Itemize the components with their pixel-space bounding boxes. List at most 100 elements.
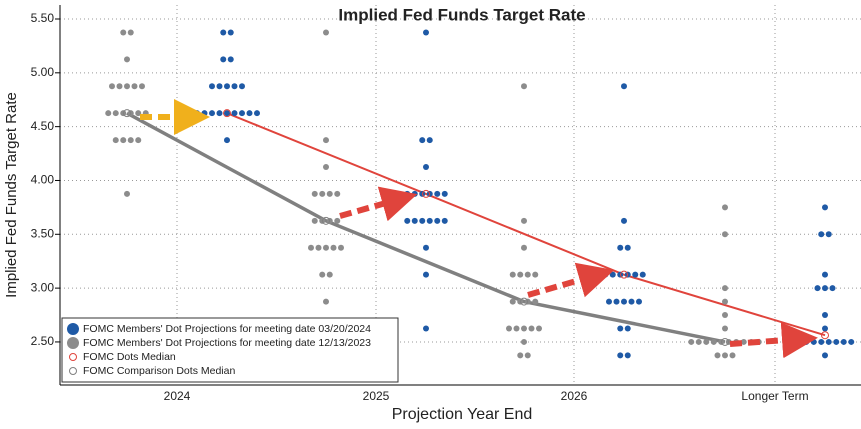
dot — [636, 298, 642, 305]
dot — [216, 110, 223, 117]
dot — [423, 29, 429, 36]
dot — [517, 352, 524, 359]
dot — [194, 110, 200, 117]
legend: FOMC Members' Dot Projections for meetin… — [61, 317, 399, 383]
dot — [120, 29, 127, 36]
median-marker — [223, 109, 231, 118]
dot — [521, 338, 527, 345]
legend-marker — [67, 337, 79, 349]
dot — [722, 325, 728, 332]
dot — [124, 56, 130, 63]
dot — [602, 271, 609, 278]
y-tick-label: 2.50 — [31, 334, 55, 348]
dot — [127, 137, 134, 144]
dot — [112, 137, 119, 144]
dot — [441, 217, 448, 224]
x-tick-label: 2025 — [363, 389, 390, 403]
dot — [829, 285, 836, 292]
dot — [532, 298, 539, 305]
dot — [803, 338, 810, 345]
dot — [840, 338, 847, 345]
dot — [330, 244, 337, 251]
dot — [326, 190, 333, 197]
dot — [224, 83, 230, 90]
dot — [319, 271, 326, 278]
dot — [120, 137, 127, 144]
dot — [825, 338, 832, 345]
dot — [426, 137, 433, 144]
chart-title: Implied Fed Funds Target Rate — [338, 5, 585, 24]
x-axis-title: Projection Year End — [392, 406, 533, 423]
arrow — [729, 322, 818, 359]
dot — [124, 190, 130, 197]
median-marker — [520, 297, 528, 306]
dot — [105, 110, 112, 117]
dot — [822, 271, 828, 278]
dot — [209, 83, 215, 90]
dot — [315, 244, 322, 251]
dot — [703, 338, 710, 345]
dot — [521, 325, 527, 332]
dot — [426, 217, 433, 224]
dot — [224, 110, 230, 117]
dot — [722, 285, 728, 292]
dot — [209, 110, 215, 117]
dot — [127, 29, 134, 36]
dot — [624, 244, 631, 251]
dot — [135, 137, 142, 144]
dot — [722, 352, 728, 359]
dot — [833, 338, 840, 345]
dot — [818, 338, 825, 345]
dot — [795, 338, 802, 345]
dot — [239, 83, 245, 90]
dot — [441, 190, 448, 197]
dot — [509, 298, 516, 305]
dot — [722, 231, 728, 238]
y-axis-title: Implied Fed Funds Target Rate — [3, 92, 20, 298]
dot — [524, 271, 531, 278]
dot — [124, 83, 130, 90]
dot — [617, 352, 624, 359]
dot — [116, 83, 123, 90]
dot — [220, 56, 227, 63]
arrow — [339, 186, 418, 222]
legend-label: FOMC Dots Median — [83, 351, 176, 363]
dot — [411, 217, 418, 224]
dot — [632, 271, 639, 278]
dot — [246, 110, 253, 117]
dot — [532, 271, 539, 278]
dot — [822, 352, 828, 359]
median-marker — [422, 189, 430, 198]
dot — [740, 338, 747, 345]
dot — [135, 110, 142, 117]
y-tick-label: 3.00 — [31, 280, 55, 294]
dot — [818, 231, 825, 238]
dot — [810, 338, 817, 345]
dot — [423, 271, 429, 278]
dot — [323, 164, 329, 171]
dot — [822, 325, 828, 332]
dot — [334, 217, 341, 224]
dots — [105, 29, 855, 359]
dot — [639, 271, 646, 278]
dot — [423, 164, 429, 171]
dot — [825, 231, 832, 238]
dot — [617, 325, 624, 332]
dot — [609, 271, 616, 278]
dot — [521, 83, 527, 90]
legend-label: FOMC Members' Dot Projections for meetin… — [83, 323, 371, 335]
dot — [338, 244, 344, 251]
dot — [239, 110, 245, 117]
dot — [506, 325, 512, 332]
dot — [139, 83, 145, 90]
dot — [131, 83, 138, 90]
dot — [710, 338, 717, 345]
x-tick-label: 2026 — [561, 389, 588, 403]
dot — [814, 285, 821, 292]
median-marker — [322, 216, 330, 225]
dot — [227, 56, 234, 63]
dot — [521, 244, 527, 251]
y-tick-label: 4.00 — [31, 173, 55, 187]
dot — [231, 110, 238, 117]
